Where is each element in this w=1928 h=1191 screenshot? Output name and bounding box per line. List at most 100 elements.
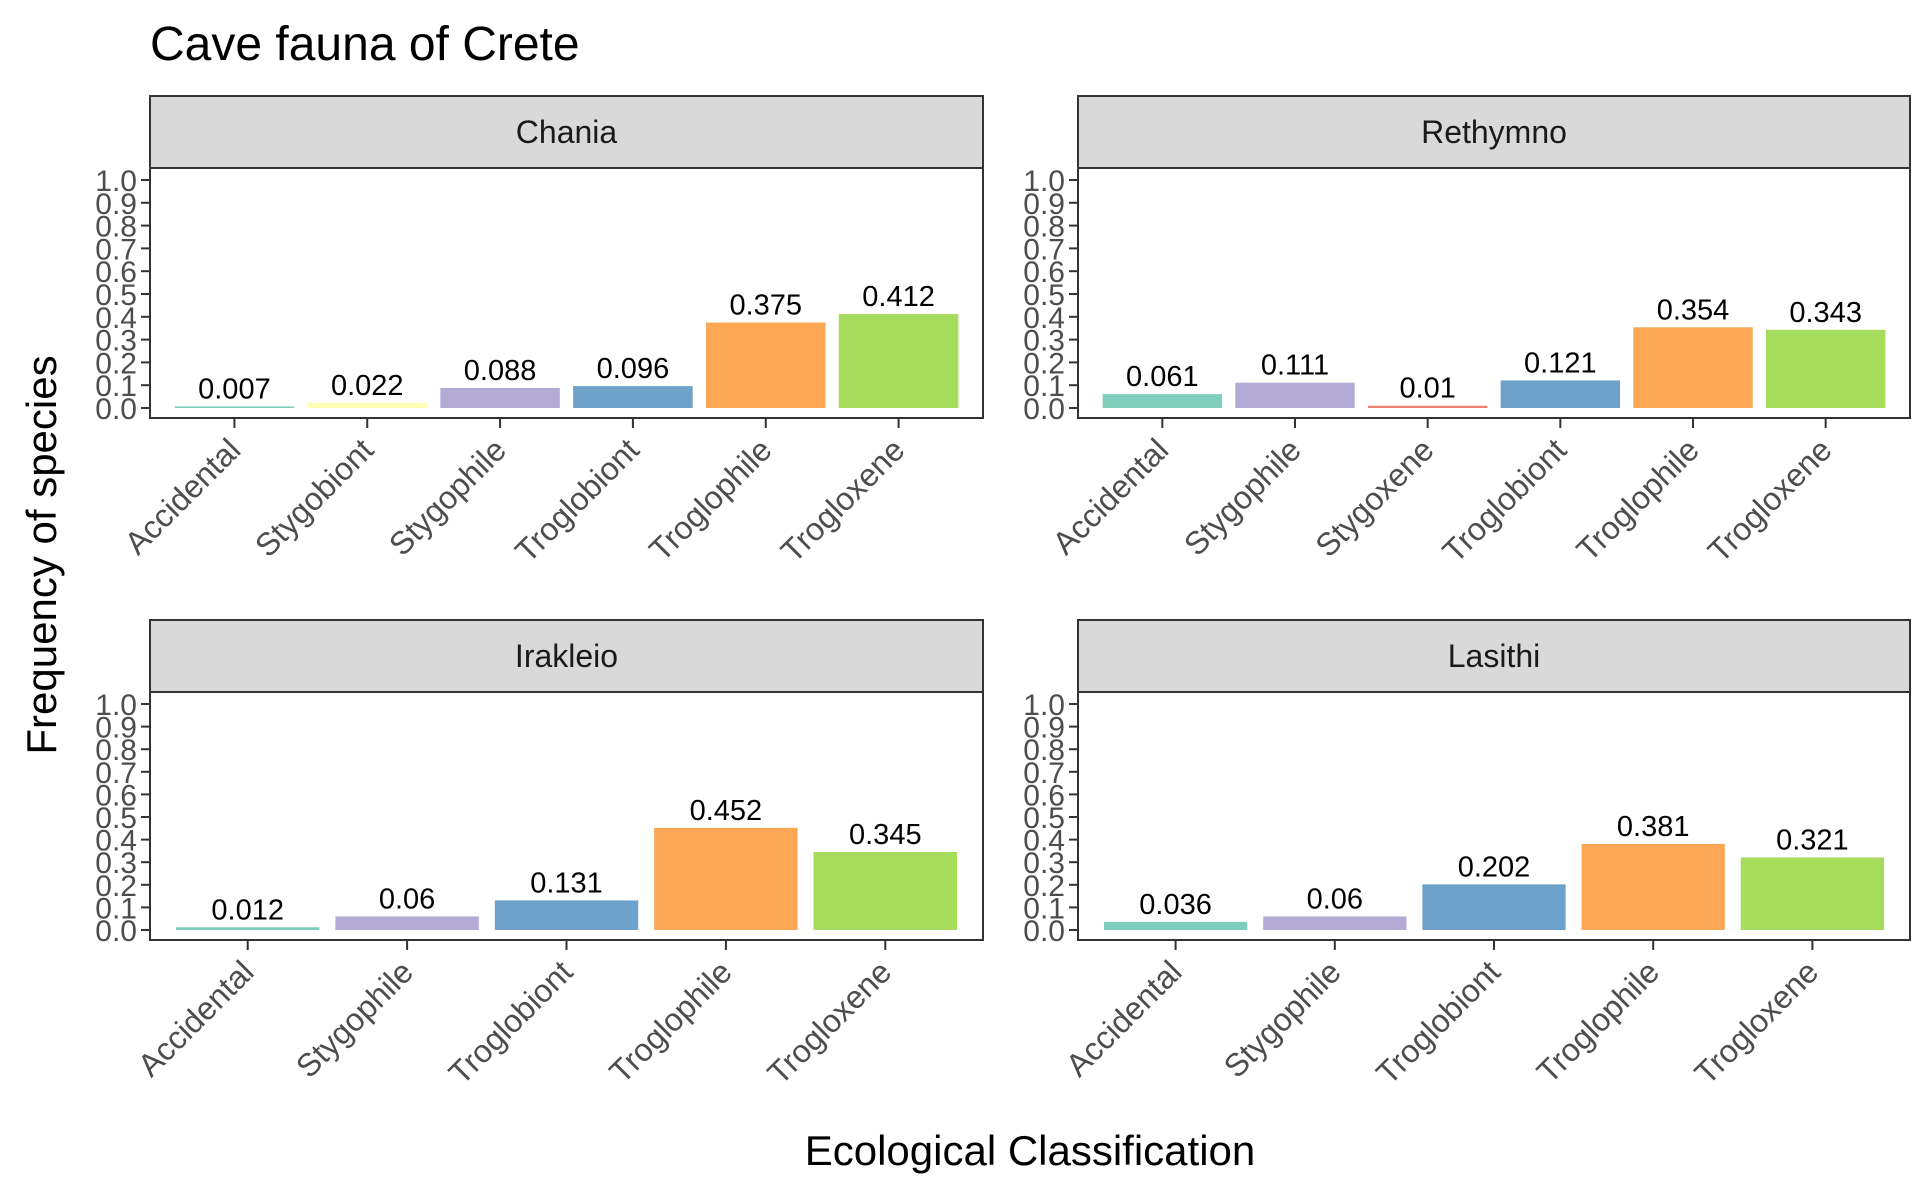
data-label: 0.06 bbox=[379, 883, 435, 915]
facet-strip-label: Lasithi bbox=[1448, 638, 1541, 674]
y-tick-label: 0.1 bbox=[1023, 370, 1065, 403]
y-tick-label: 0.9 bbox=[95, 712, 137, 745]
y-tick-label: 0.4 bbox=[95, 302, 137, 335]
data-label: 0.01 bbox=[1399, 373, 1455, 405]
y-tick-label: 0.2 bbox=[95, 870, 137, 903]
bar-troglobiont bbox=[573, 386, 693, 408]
y-tick-label: 0.6 bbox=[1023, 779, 1065, 812]
data-label: 0.096 bbox=[597, 353, 670, 385]
x-axis-title: Ecological Classification bbox=[805, 1127, 1256, 1174]
data-label: 0.345 bbox=[849, 819, 922, 851]
bar-troglophile bbox=[705, 322, 826, 408]
bar-stygophile bbox=[335, 916, 479, 930]
facet-lasithi: Lasithi 0.00.10.20.30.40.50.60.70.80.91.0… bbox=[1023, 619, 1911, 1091]
x-tick-label: Stygophile bbox=[1177, 431, 1308, 562]
data-label: 0.131 bbox=[530, 867, 603, 899]
bar-stygoxene bbox=[1367, 405, 1488, 408]
x-tick-label: Trogloxene bbox=[774, 431, 912, 569]
y-tick-label: 0.6 bbox=[1023, 256, 1065, 289]
data-label: 0.007 bbox=[198, 373, 271, 405]
y-tick-label: 0.5 bbox=[95, 279, 137, 312]
bar-accidental bbox=[1102, 394, 1223, 408]
x-tick-label: Trogloxene bbox=[1701, 431, 1839, 569]
facet-panels: Chania0.00.10.20.30.40.50.60.70.80.91.00… bbox=[95, 95, 1911, 1091]
facet-strip bbox=[149, 619, 984, 693]
y-tick-label: 0.8 bbox=[95, 734, 137, 767]
bar-stygophile bbox=[440, 387, 560, 408]
data-label: 0.321 bbox=[1776, 824, 1849, 856]
bar-troglobiont bbox=[494, 900, 639, 930]
bar-stygobiont bbox=[307, 402, 428, 408]
x-tick-label: Trogloxene bbox=[760, 953, 898, 1091]
y-tick-label: 1.0 bbox=[95, 165, 137, 198]
x-tick-label: Troglophile bbox=[1530, 953, 1667, 1090]
x-tick-label: Accidental bbox=[1045, 431, 1175, 561]
bar-troglophile bbox=[1581, 843, 1725, 930]
data-label: 0.121 bbox=[1524, 347, 1597, 379]
x-tick-label: Stygobiont bbox=[248, 431, 380, 563]
y-tick-label: 1.0 bbox=[1023, 689, 1065, 722]
data-label: 0.111 bbox=[1261, 350, 1329, 382]
y-tick-label: 0.4 bbox=[1023, 302, 1065, 335]
data-label: 0.012 bbox=[211, 894, 284, 926]
x-tick-label: Troglobiont bbox=[1369, 953, 1507, 1091]
y-tick-label: 0.7 bbox=[95, 757, 137, 790]
y-tick-label: 0.3 bbox=[1023, 847, 1065, 880]
x-tick-label: Troglobiont bbox=[1435, 431, 1573, 569]
y-tick-label: 0.0 bbox=[1023, 915, 1065, 948]
x-tick-label: Troglophile bbox=[1569, 431, 1706, 568]
x-tick-label: Stygophile bbox=[382, 431, 513, 562]
x-tick-label: Troglobiont bbox=[508, 431, 646, 569]
x-tick-label: Stygophile bbox=[1217, 953, 1348, 1084]
data-label: 0.343 bbox=[1789, 297, 1862, 329]
bar-trogloxene bbox=[1765, 329, 1886, 408]
data-label: 0.381 bbox=[1617, 811, 1690, 843]
x-tick-label: Stygoxene bbox=[1308, 431, 1440, 563]
data-label: 0.375 bbox=[729, 290, 802, 322]
bar-accidental bbox=[174, 406, 295, 408]
y-tick-label: 0.9 bbox=[95, 188, 137, 221]
y-tick-label: 0.0 bbox=[95, 393, 137, 426]
y-tick-label: 0.9 bbox=[1023, 712, 1065, 745]
y-tick-label: 0.5 bbox=[1023, 279, 1065, 312]
data-label: 0.022 bbox=[331, 370, 404, 402]
bar-stygophile bbox=[1235, 382, 1355, 408]
y-tick-label: 0.8 bbox=[1023, 734, 1065, 767]
bar-trogloxene bbox=[1740, 857, 1885, 930]
facet-chania: Chania 0.00.10.20.30.40.50.60.70.80.91.0 0… bbox=[95, 95, 984, 569]
bar-trogloxene bbox=[813, 852, 958, 930]
y-tick-label: 0.0 bbox=[1023, 393, 1065, 426]
data-label: 0.202 bbox=[1458, 851, 1531, 883]
x-tick-label: Accidental bbox=[1059, 953, 1189, 1083]
y-tick-label: 0.4 bbox=[95, 825, 137, 858]
x-tick-label: Troglobiont bbox=[442, 953, 580, 1091]
y-tick-label: 0.4 bbox=[1023, 825, 1065, 858]
facet-strip-label: Irakleio bbox=[515, 638, 618, 674]
y-tick-label: 0.7 bbox=[1023, 757, 1065, 790]
y-tick-label: 0.9 bbox=[1023, 188, 1065, 221]
y-axis-title: Frequency of species bbox=[18, 355, 65, 754]
data-label: 0.354 bbox=[1657, 294, 1730, 326]
x-tick-label: Accidental bbox=[118, 431, 248, 561]
y-tick-label: 0.7 bbox=[95, 233, 137, 266]
y-tick-label: 0.6 bbox=[95, 779, 137, 812]
y-tick-label: 0.8 bbox=[1023, 211, 1065, 244]
facet-strip-label: Chania bbox=[516, 114, 618, 150]
facet-strip-label: Rethymno bbox=[1421, 114, 1567, 150]
y-tick-label: 0.2 bbox=[95, 347, 137, 380]
y-tick-label: 0.1 bbox=[1023, 892, 1065, 925]
chart-title: Cave fauna of Crete bbox=[150, 18, 580, 71]
facet-strip bbox=[149, 95, 984, 169]
y-tick-label: 0.3 bbox=[95, 325, 137, 358]
data-label: 0.452 bbox=[690, 795, 763, 827]
y-tick-label: 0.5 bbox=[1023, 802, 1065, 835]
data-label: 0.088 bbox=[464, 355, 537, 387]
y-tick-label: 0.3 bbox=[95, 847, 137, 880]
y-tick-label: 0.1 bbox=[95, 892, 137, 925]
x-tick-label: Trogloxene bbox=[1688, 953, 1826, 1091]
data-label: 0.06 bbox=[1307, 883, 1363, 915]
x-tick-label: Accidental bbox=[131, 953, 261, 1083]
data-label: 0.412 bbox=[862, 281, 935, 313]
data-label: 0.061 bbox=[1126, 361, 1199, 393]
bar-accidental bbox=[175, 927, 320, 930]
